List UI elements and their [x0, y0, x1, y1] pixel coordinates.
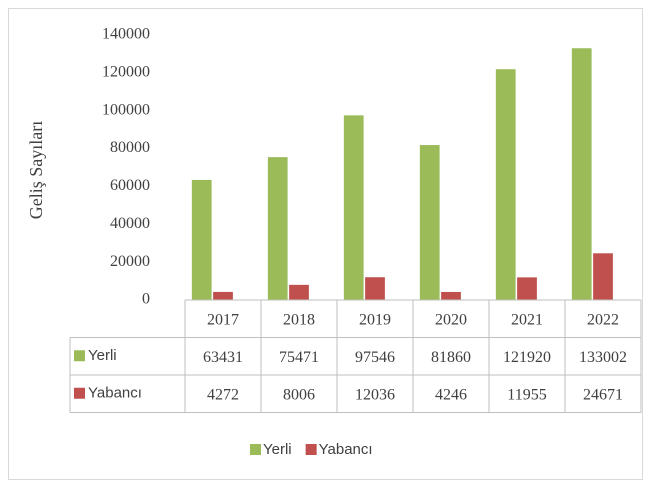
table-cell: 4246 — [435, 386, 467, 403]
y-tick-label: 120000 — [102, 64, 150, 81]
table-cell: 81860 — [431, 349, 471, 366]
bar — [593, 253, 613, 300]
table-cell: 121920 — [503, 349, 551, 366]
y-tick-label: 140000 — [102, 26, 150, 43]
x-tick-label: 2018 — [283, 311, 315, 328]
bar — [419, 145, 440, 300]
y-tick-label: 20000 — [110, 253, 150, 270]
y-tick-label: 40000 — [110, 215, 150, 232]
row-header: Yerli — [88, 347, 117, 364]
legend-key — [74, 387, 85, 399]
bar — [517, 277, 537, 300]
x-tick-label: 2019 — [359, 311, 391, 328]
x-tick-label: 2022 — [587, 311, 619, 328]
legend-key — [305, 444, 317, 455]
bar — [441, 291, 461, 300]
bar — [289, 284, 309, 300]
bar — [571, 48, 592, 300]
bar — [191, 179, 212, 300]
table-cell: 75471 — [279, 349, 319, 366]
row-header: Yabancı — [88, 385, 142, 402]
y-tick-label: 100000 — [102, 101, 150, 118]
table-cell: 24671 — [583, 386, 623, 403]
legend-key — [74, 350, 85, 362]
x-tick-label: 2017 — [207, 311, 239, 328]
table-cell: 133002 — [579, 349, 627, 366]
table-cell: 11955 — [507, 386, 546, 403]
legend-label: Yerli — [263, 441, 292, 458]
bar — [267, 157, 288, 300]
y-axis-label: Geliş Sayıları — [26, 121, 46, 219]
x-tick-label: 2020 — [435, 311, 467, 328]
table-cell: 8006 — [283, 386, 315, 403]
y-tick-label: 80000 — [110, 139, 150, 156]
bar — [213, 291, 233, 300]
table-cell: 4272 — [207, 386, 239, 403]
x-tick-label: 2021 — [511, 311, 543, 328]
table-cell: 97546 — [355, 349, 395, 366]
table-cell: 12036 — [355, 386, 395, 403]
bar — [343, 115, 364, 300]
bar — [365, 277, 385, 300]
table-cell: 63431 — [203, 349, 243, 366]
bar — [495, 69, 516, 300]
y-tick-label: 0 — [142, 291, 150, 308]
chart-border — [8, 8, 643, 480]
y-tick-label: 60000 — [110, 177, 150, 194]
legend-key — [250, 444, 261, 455]
legend-label: Yabancı — [319, 441, 373, 458]
